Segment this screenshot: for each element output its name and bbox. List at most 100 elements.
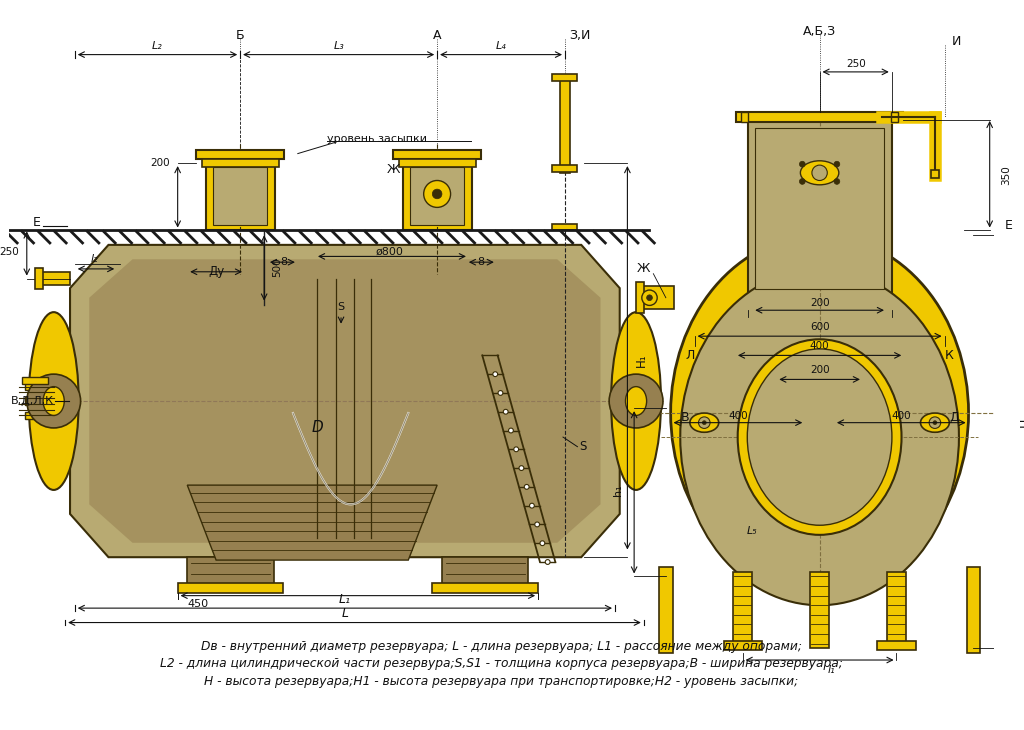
Bar <box>39 272 70 285</box>
Circle shape <box>698 417 710 429</box>
Ellipse shape <box>626 387 646 415</box>
Circle shape <box>529 503 535 508</box>
Circle shape <box>509 428 513 433</box>
Text: L2 - длина цилиндрической части резервура;S,S1 - толщина корпуса резервуара;В - : L2 - длина цилиндрической части резервур… <box>160 658 843 670</box>
Text: Ж: Ж <box>387 164 400 177</box>
Ellipse shape <box>29 312 79 490</box>
Text: 400: 400 <box>892 411 911 421</box>
Text: l₁: l₁ <box>827 664 835 675</box>
Circle shape <box>432 189 442 199</box>
Text: l₂: l₂ <box>90 254 98 264</box>
Circle shape <box>514 447 518 452</box>
Text: 500: 500 <box>271 257 282 277</box>
Text: L₅: L₅ <box>746 526 758 536</box>
Ellipse shape <box>737 339 901 535</box>
Bar <box>25 397 42 405</box>
Polygon shape <box>89 259 600 543</box>
Circle shape <box>800 179 805 185</box>
Text: H₁: H₁ <box>635 353 648 367</box>
Circle shape <box>524 485 529 489</box>
Circle shape <box>504 410 508 414</box>
Text: 200: 200 <box>810 298 829 307</box>
Circle shape <box>493 372 498 377</box>
Polygon shape <box>70 245 620 557</box>
Circle shape <box>933 420 937 425</box>
Bar <box>177 583 284 593</box>
Circle shape <box>540 541 545 545</box>
Bar <box>756 128 884 289</box>
Bar <box>25 383 42 391</box>
Ellipse shape <box>680 269 958 605</box>
Bar <box>552 165 578 172</box>
Bar <box>213 167 267 225</box>
Circle shape <box>27 374 81 428</box>
Text: L: L <box>341 607 348 620</box>
Bar <box>25 412 42 419</box>
Text: З,И: З,И <box>568 29 590 42</box>
Ellipse shape <box>43 387 65 415</box>
Bar <box>640 286 674 310</box>
Text: ø800: ø800 <box>375 247 403 257</box>
Bar <box>552 223 578 231</box>
Bar <box>411 167 464 225</box>
Text: D: D <box>311 420 323 435</box>
Text: Б: Б <box>236 29 245 42</box>
Text: 250: 250 <box>846 59 865 69</box>
Text: Д: Д <box>949 411 959 424</box>
Bar <box>733 572 753 648</box>
Bar <box>432 583 538 593</box>
Text: 350: 350 <box>1001 165 1012 185</box>
Circle shape <box>702 420 707 425</box>
Text: К: К <box>945 349 953 362</box>
Circle shape <box>498 391 503 396</box>
Bar <box>740 112 749 122</box>
Circle shape <box>646 295 652 301</box>
Text: Dв - внутренний диаметр резервуара; L - длина резервуара; L1 - рассояние между о: Dв - внутренний диаметр резервуара; L - … <box>201 640 802 653</box>
Bar <box>393 150 481 159</box>
Ellipse shape <box>611 312 662 490</box>
Text: И: И <box>951 34 961 47</box>
Text: Е: Е <box>33 216 40 229</box>
Text: 8: 8 <box>280 257 287 267</box>
Bar <box>748 120 892 293</box>
Circle shape <box>929 417 941 429</box>
Circle shape <box>535 522 540 527</box>
Bar <box>891 112 898 122</box>
Text: S: S <box>580 440 587 453</box>
Circle shape <box>800 161 805 167</box>
Text: А: А <box>433 29 441 42</box>
Text: 600: 600 <box>810 321 829 331</box>
Text: Ж: Ж <box>637 262 650 275</box>
Bar <box>196 150 285 159</box>
Bar <box>402 158 472 231</box>
Text: L₁: L₁ <box>339 593 351 606</box>
Bar <box>202 159 279 167</box>
Bar <box>36 268 43 289</box>
Bar <box>560 77 569 173</box>
Bar <box>878 641 915 650</box>
Text: H: H <box>1019 418 1024 427</box>
Bar <box>810 572 829 648</box>
Text: А,Б,З: А,Б,З <box>803 25 837 38</box>
Text: Е: Е <box>1005 219 1013 232</box>
Bar <box>187 557 273 589</box>
Bar <box>887 572 906 648</box>
Text: 200: 200 <box>151 158 170 168</box>
Text: 250: 250 <box>0 247 19 257</box>
Ellipse shape <box>921 413 949 432</box>
Bar <box>967 566 980 653</box>
Text: 400: 400 <box>728 411 748 421</box>
Bar <box>931 170 939 177</box>
Text: L₄: L₄ <box>496 41 507 51</box>
Bar <box>398 159 475 167</box>
Text: Н - высота резервуара;Н1 - высота резервуара при транспортировке;Н2 - уровень за: Н - высота резервуара;Н1 - высота резерв… <box>205 675 799 688</box>
Polygon shape <box>187 485 437 560</box>
Ellipse shape <box>748 349 892 526</box>
Text: L₃: L₃ <box>333 41 344 51</box>
Polygon shape <box>22 377 48 384</box>
Text: Ду: Ду <box>208 265 224 278</box>
Bar <box>206 158 274 231</box>
Ellipse shape <box>690 413 719 432</box>
Circle shape <box>424 180 451 207</box>
Bar <box>552 74 578 80</box>
